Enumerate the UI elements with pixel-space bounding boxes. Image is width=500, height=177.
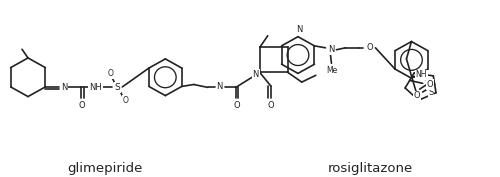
Text: rosiglitazone: rosiglitazone (328, 162, 412, 175)
Text: N: N (252, 70, 259, 79)
Text: O: O (122, 96, 128, 105)
Text: O: O (108, 69, 114, 78)
Text: N: N (216, 82, 223, 91)
Text: O: O (414, 91, 420, 100)
Text: N: N (296, 25, 302, 35)
Text: Me: Me (326, 65, 337, 75)
Text: NH: NH (416, 70, 427, 79)
Text: N: N (61, 83, 68, 92)
Text: S: S (428, 88, 434, 97)
Text: O: O (234, 101, 240, 110)
Text: N: N (328, 45, 334, 54)
Text: glimepiride: glimepiride (68, 162, 142, 175)
Text: NH: NH (89, 83, 102, 92)
Text: O: O (426, 80, 433, 89)
Text: S: S (114, 83, 120, 92)
Text: O: O (78, 101, 84, 110)
Text: O: O (366, 43, 373, 52)
Text: O: O (268, 101, 274, 110)
